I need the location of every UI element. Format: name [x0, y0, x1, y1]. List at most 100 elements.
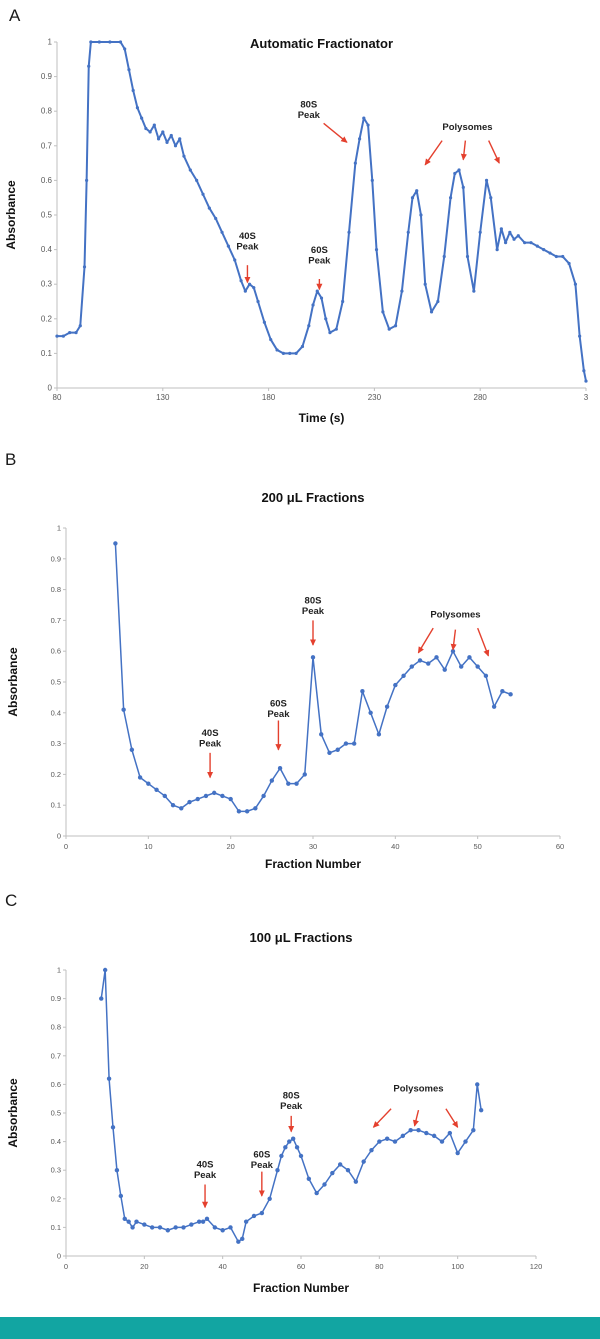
data-point: [328, 331, 332, 335]
data-point: [523, 241, 527, 245]
data-point: [236, 809, 242, 814]
data-point: [162, 793, 167, 799]
data-point: [294, 351, 298, 355]
data-point: [134, 1219, 139, 1224]
data-point: [189, 1222, 194, 1227]
data-point: [314, 1190, 319, 1196]
data-point: [165, 1228, 171, 1233]
y-tick-label: 0.3: [51, 1166, 61, 1175]
data-point: [182, 154, 186, 158]
data-point: [269, 778, 275, 783]
y-tick-label: 0.8: [51, 1023, 61, 1032]
data-point: [335, 747, 340, 752]
y-tick-label: 0.4: [51, 708, 61, 717]
data-point: [149, 1225, 155, 1230]
data-point: [252, 286, 256, 290]
data-point: [347, 230, 351, 234]
data-point: [535, 244, 539, 248]
x-tick-label: 80: [375, 1262, 383, 1271]
data-point: [415, 189, 419, 193]
data-point: [489, 196, 493, 200]
data-point: [434, 655, 439, 660]
annotation-label: Polysomes: [430, 609, 480, 620]
data-point: [337, 1162, 343, 1167]
data-point: [465, 254, 470, 259]
y-tick-label: 0: [57, 1252, 61, 1261]
data-point: [275, 348, 279, 352]
data-point: [140, 116, 144, 120]
data-point: [400, 289, 404, 293]
data-point: [459, 664, 464, 669]
x-tick-label: 80: [53, 393, 62, 402]
data-point: [281, 351, 286, 355]
data-point: [259, 1210, 265, 1216]
data-point: [290, 1136, 296, 1141]
data-point: [244, 809, 250, 814]
annotation-label: 40S Peak: [194, 1159, 217, 1180]
data-point: [368, 710, 373, 715]
series-line: [56, 41, 587, 383]
data-point: [126, 1219, 131, 1224]
data-point: [357, 137, 362, 141]
data-point: [122, 1216, 127, 1222]
annotation-arrow: [424, 140, 443, 166]
y-tick-label: 0.8: [51, 585, 61, 594]
data-point: [442, 254, 446, 259]
data-point: [392, 1139, 398, 1144]
data-point: [442, 667, 447, 672]
data-point: [387, 327, 391, 331]
data-point: [500, 689, 505, 694]
data-point: [370, 178, 374, 182]
data-point: [369, 1147, 374, 1153]
data-point: [573, 282, 578, 286]
data-point: [475, 664, 480, 669]
annotation-arrow: [445, 1108, 459, 1129]
chart-100ul-fractions: 0 0.1 0.2 0.3 0.4 0.5 0.6 0.7 0.8 0.9 1 0 20 40 60 80 10…: [6, 930, 542, 1295]
data-point: [424, 1130, 429, 1136]
data-point: [61, 334, 65, 338]
data-point: [113, 541, 118, 546]
y-tick-label: 0.5: [41, 211, 53, 220]
data-point: [251, 1213, 257, 1219]
data-point: [178, 137, 182, 141]
y-tick-label: 0.4: [41, 245, 53, 254]
data-point: [453, 171, 457, 176]
data-point: [463, 1139, 468, 1144]
annotation-arrow: [412, 1109, 420, 1127]
data-point: [283, 1145, 288, 1150]
data-point: [429, 310, 434, 314]
data-point: [214, 216, 218, 221]
data-point: [499, 227, 503, 231]
data-point: [319, 296, 324, 300]
data-point: [447, 1130, 453, 1136]
data-point: [173, 1225, 178, 1230]
data-point: [146, 781, 151, 786]
data-point: [170, 803, 176, 808]
data-point: [324, 317, 328, 321]
data-point: [228, 1225, 233, 1230]
y-tick-label: 0.3: [41, 280, 53, 289]
data-point: [360, 689, 365, 694]
x-tick-label: 40: [218, 1262, 226, 1271]
data-point: [431, 1133, 437, 1139]
data-point: [152, 123, 156, 127]
data-point: [195, 178, 199, 182]
data-point: [287, 1139, 292, 1144]
data-point: [426, 661, 431, 666]
chart-title: Automatic Fractionator: [250, 36, 393, 51]
data-point: [261, 793, 266, 799]
data-point: [508, 230, 512, 234]
annotation-arrow: [372, 1108, 392, 1128]
data-point: [106, 1076, 112, 1081]
data-point: [220, 793, 225, 799]
data-point: [144, 126, 148, 131]
x-tick-label: 40: [391, 842, 399, 851]
data-point: [516, 234, 520, 238]
data-point: [226, 244, 230, 248]
data-point: [471, 1127, 476, 1133]
data-point: [567, 261, 571, 266]
data-point: [188, 168, 192, 172]
y-tick-label: 0.5: [51, 1109, 61, 1118]
x-tick-label: 130: [156, 393, 170, 402]
